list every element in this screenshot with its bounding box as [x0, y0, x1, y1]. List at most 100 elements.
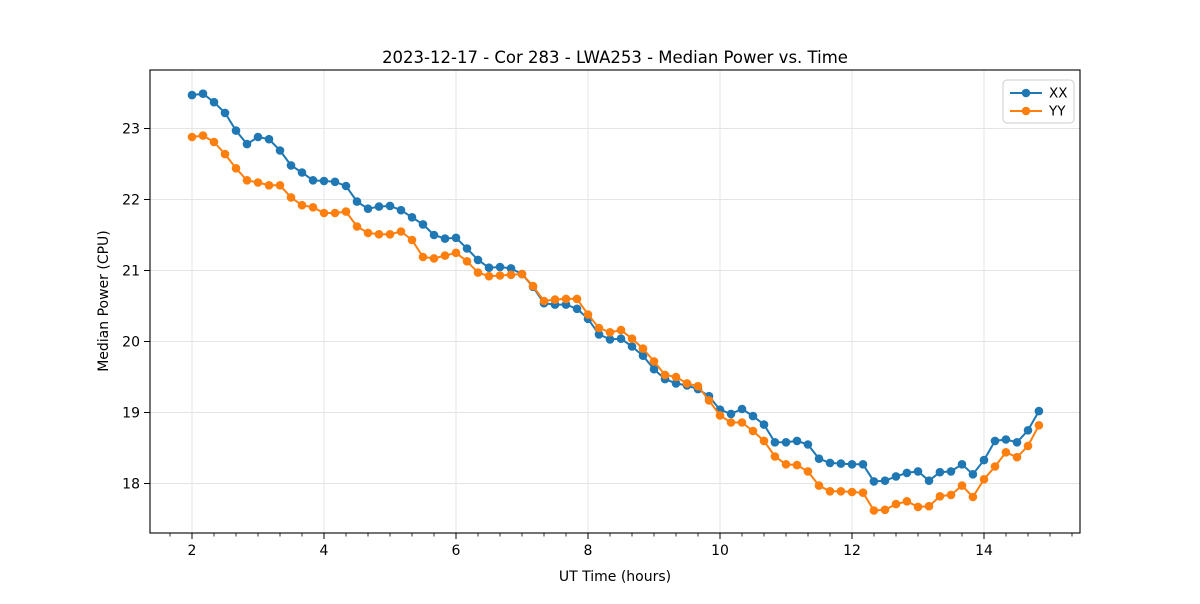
- data-point-xx: [792, 436, 802, 446]
- data-point-xx: [825, 458, 835, 468]
- data-point-yy: [429, 254, 439, 263]
- data-point-yy: [198, 131, 208, 140]
- data-point-yy: [407, 235, 417, 245]
- data-point-yy: [418, 252, 428, 262]
- data-point-xx: [396, 205, 406, 215]
- data-point-yy: [594, 323, 604, 333]
- data-point-xx: [253, 132, 263, 142]
- data-point-yy: [803, 467, 813, 476]
- data-point-xx: [869, 477, 879, 486]
- data-point-xx: [814, 454, 824, 464]
- data-point-yy: [770, 452, 780, 461]
- data-point-yy: [660, 370, 670, 380]
- data-point-xx: [616, 334, 626, 344]
- data-point-yy: [517, 269, 527, 279]
- data-point-xx: [594, 330, 604, 339]
- data-point-yy: [1001, 448, 1011, 457]
- data-point-yy: [495, 271, 505, 280]
- data-point-yy: [396, 227, 406, 236]
- data-point-yy: [891, 499, 901, 509]
- legend-item: XX: [1010, 86, 1068, 102]
- legend-swatch-marker: [1021, 106, 1031, 116]
- data-point-xx: [957, 460, 967, 469]
- legend-label: XX: [1049, 86, 1068, 102]
- data-point-xx: [341, 181, 351, 191]
- data-point-yy: [341, 207, 351, 216]
- data-point-yy: [484, 271, 494, 281]
- data-point-yy: [1012, 452, 1022, 462]
- data-point-xx: [946, 467, 956, 476]
- data-point-xx: [506, 264, 516, 273]
- data-point-xx: [770, 438, 780, 447]
- data-point-xx: [726, 409, 736, 419]
- data-point-xx: [198, 89, 208, 98]
- data-point-yy: [286, 193, 296, 202]
- data-point-yy: [385, 230, 395, 239]
- data-point-yy: [715, 411, 725, 420]
- data-point-yy: [352, 222, 362, 231]
- x-axis-tick-label: 10: [711, 543, 729, 559]
- data-point-yy: [825, 487, 835, 496]
- data-point-yy: [330, 208, 340, 218]
- data-point-yy: [671, 372, 681, 382]
- data-point-xx: [649, 364, 659, 374]
- legend-swatch-marker: [1021, 88, 1031, 98]
- data-point-yy: [253, 178, 263, 187]
- data-point-xx: [462, 244, 472, 253]
- legend-label: YY: [1048, 104, 1066, 120]
- tick-layer: 2 4 6 8 10 12 14 18 19 20 21 22 23: [122, 122, 1073, 559]
- x-axis-label: UT Time (hours): [559, 569, 671, 585]
- data-point-xx: [968, 470, 978, 479]
- data-point-yy: [924, 501, 934, 511]
- data-point-yy: [814, 481, 824, 490]
- data-point-yy: [319, 208, 329, 218]
- data-point-xx: [297, 168, 307, 177]
- data-point-xx: [627, 342, 637, 351]
- data-point-yy: [462, 257, 472, 266]
- data-point-xx: [231, 126, 241, 135]
- data-point-yy: [990, 462, 1000, 471]
- data-point-yy: [792, 460, 802, 470]
- data-point-xx: [671, 379, 681, 388]
- data-point-xx: [924, 476, 934, 486]
- data-point-yy: [649, 357, 659, 366]
- data-point-yy: [209, 137, 219, 147]
- data-point-xx: [638, 351, 648, 361]
- data-point-yy: [968, 492, 978, 502]
- data-point-yy: [957, 481, 967, 490]
- data-point-yy: [583, 310, 593, 319]
- legend-item: YY: [1010, 104, 1066, 120]
- x-axis-tick-label: 8: [584, 543, 593, 559]
- data-point-xx: [429, 230, 439, 240]
- data-point-yy: [528, 281, 538, 291]
- data-point-yy: [561, 294, 571, 304]
- data-point-xx: [242, 139, 252, 149]
- data-point-yy: [781, 460, 791, 469]
- x-axis-tick-label: 14: [975, 543, 993, 559]
- data-point-yy: [638, 344, 648, 353]
- y-axis-tick-label: 22: [122, 193, 140, 209]
- data-point-yy: [858, 488, 868, 498]
- data-point-xx: [836, 459, 846, 468]
- data-point-yy: [363, 228, 373, 238]
- series-line-xx: [191, 92, 1040, 483]
- data-point-yy: [627, 334, 637, 344]
- data-point-yy: [693, 381, 703, 391]
- chart-title: 2023-12-17 - Cor 283 - LWA253 - Median P…: [382, 48, 848, 67]
- legend-box: [1002, 79, 1075, 124]
- data-point-xx: [473, 255, 483, 265]
- data-point-xx: [1023, 426, 1033, 435]
- data-point-yy: [979, 475, 989, 484]
- x-axis-tick-label: 12: [843, 543, 861, 559]
- data-point-yy: [473, 268, 483, 277]
- data-point-yy: [308, 203, 318, 212]
- data-point-yy: [539, 296, 549, 306]
- series-line-yy: [191, 134, 1040, 512]
- data-point-yy: [242, 176, 252, 185]
- data-point-yy: [759, 436, 769, 446]
- data-point-xx: [737, 404, 747, 414]
- data-point-yy: [550, 295, 560, 304]
- data-point-yy: [451, 248, 461, 258]
